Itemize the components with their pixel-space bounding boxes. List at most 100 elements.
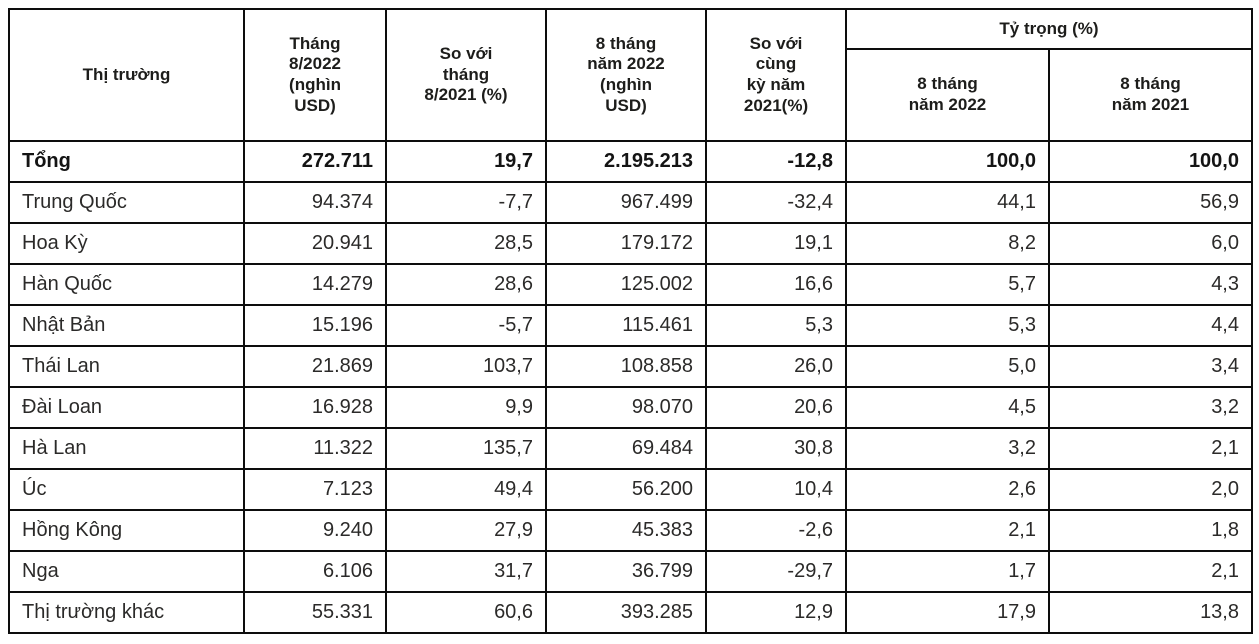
- value-cell: 4,3: [1048, 263, 1253, 306]
- value-cell: 16,6: [705, 263, 847, 306]
- table-row: Đài Loan 16.928 9,9 98.070 20,6 4,5 3,2: [8, 386, 1253, 429]
- value-cell: 1,7: [845, 550, 1050, 593]
- market-name-cell: Tổng: [8, 140, 245, 183]
- value-cell: 17,9: [845, 591, 1050, 634]
- table-row: Hoa Kỳ 20.941 28,5 179.172 19,1 8,2 6,0: [8, 222, 1253, 265]
- value-cell: 49,4: [385, 468, 547, 511]
- value-cell: 11.322: [243, 427, 387, 470]
- value-cell: 19,1: [705, 222, 847, 265]
- value-cell: 20.941: [243, 222, 387, 265]
- value-cell: 14.279: [243, 263, 387, 306]
- value-cell: 108.858: [545, 345, 707, 388]
- header-vs-same-period-2021: So với cùng kỳ năm 2021(%): [705, 8, 847, 142]
- value-cell: 135,7: [385, 427, 547, 470]
- market-name-cell: Hoa Kỳ: [8, 222, 245, 265]
- market-name-cell: Đài Loan: [8, 386, 245, 429]
- value-cell: 125.002: [545, 263, 707, 306]
- value-cell: 5,3: [845, 304, 1050, 347]
- table-row: Nhật Bản 15.196 -5,7 115.461 5,3 5,3 4,4: [8, 304, 1253, 347]
- total-row: Tổng 272.711 19,7 2.195.213 -12,8 100,0 100,0: [8, 140, 1253, 183]
- table-row: Thái Lan 21.869 103,7 108.858 26,0 5,0 3,4: [8, 345, 1253, 388]
- value-cell: 179.172: [545, 222, 707, 265]
- table-body: Tổng 272.711 19,7 2.195.213 -12,8 100,0 100,0 T…: [8, 140, 1253, 634]
- value-cell: 31,7: [385, 550, 547, 593]
- value-cell: 100,0: [845, 140, 1050, 183]
- value-cell: 115.461: [545, 304, 707, 347]
- value-cell: -32,4: [705, 181, 847, 224]
- market-name-cell: Trung Quốc: [8, 181, 245, 224]
- value-cell: 103,7: [385, 345, 547, 388]
- market-name-cell: Hàn Quốc: [8, 263, 245, 306]
- value-cell: -5,7: [385, 304, 547, 347]
- value-cell: 5,7: [845, 263, 1050, 306]
- market-name-cell: Nga: [8, 550, 245, 593]
- value-cell: 4,4: [1048, 304, 1253, 347]
- value-cell: 3,2: [1048, 386, 1253, 429]
- table-row: Úc 7.123 49,4 56.200 10,4 2,6 2,0: [8, 468, 1253, 511]
- value-cell: -12,8: [705, 140, 847, 183]
- header-market: Thị trường: [8, 8, 245, 142]
- value-cell: 2,0: [1048, 468, 1253, 511]
- value-cell: 56.200: [545, 468, 707, 511]
- market-name-cell: Thái Lan: [8, 345, 245, 388]
- value-cell: 69.484: [545, 427, 707, 470]
- value-cell: 98.070: [545, 386, 707, 429]
- value-cell: 26,0: [705, 345, 847, 388]
- value-cell: 2,1: [1048, 427, 1253, 470]
- value-cell: 16.928: [243, 386, 387, 429]
- value-cell: 1,8: [1048, 509, 1253, 552]
- value-cell: 2,6: [845, 468, 1050, 511]
- value-cell: 2.195.213: [545, 140, 707, 183]
- table-header: Thị trường Tháng 8/2022 (nghìn USD) So v…: [8, 8, 1253, 142]
- value-cell: 55.331: [243, 591, 387, 634]
- value-cell: -29,7: [705, 550, 847, 593]
- value-cell: 13,8: [1048, 591, 1253, 634]
- header-row-sub: 8 tháng năm 2022 8 tháng năm 2021: [9, 48, 1253, 142]
- market-name-cell: Úc: [8, 468, 245, 511]
- value-cell: 5,0: [845, 345, 1050, 388]
- header-row-main: Thị trường Tháng 8/2022 (nghìn USD) So v…: [8, 8, 1253, 142]
- table-row: Hà Lan 11.322 135,7 69.484 30,8 3,2 2,1: [8, 427, 1253, 470]
- value-cell: 15.196: [243, 304, 387, 347]
- value-cell: 9.240: [243, 509, 387, 552]
- value-cell: 27,9: [385, 509, 547, 552]
- value-cell: 6.106: [243, 550, 387, 593]
- header-8-months-2022: 8 tháng năm 2022 (nghìn USD): [545, 8, 707, 142]
- header-share-2022: 8 tháng năm 2022: [845, 48, 1050, 142]
- value-cell: 393.285: [545, 591, 707, 634]
- value-cell: -7,7: [385, 181, 547, 224]
- header-share-2021: 8 tháng năm 2021: [1048, 48, 1253, 142]
- value-cell: 9,9: [385, 386, 547, 429]
- value-cell: -2,6: [705, 509, 847, 552]
- table-row: Trung Quốc 94.374 -7,7 967.499 -32,4 44,1 56,9: [8, 181, 1253, 224]
- header-share-group: Tỷ trọng (%): [845, 8, 1253, 50]
- value-cell: 3,2: [845, 427, 1050, 470]
- value-cell: 28,5: [385, 222, 547, 265]
- header-vs-month-2021: So với tháng 8/2021 (%): [385, 8, 547, 142]
- value-cell: 2,1: [1048, 550, 1253, 593]
- market-name-cell: Thị trường khác: [8, 591, 245, 634]
- value-cell: 12,9: [705, 591, 847, 634]
- table-row: Hồng Kông 9.240 27,9 45.383 -2,6 2,1 1,8: [8, 509, 1253, 552]
- table-row: Hàn Quốc 14.279 28,6 125.002 16,6 5,7 4,3: [8, 263, 1253, 306]
- value-cell: 21.869: [243, 345, 387, 388]
- value-cell: 7.123: [243, 468, 387, 511]
- value-cell: 44,1: [845, 181, 1050, 224]
- value-cell: 20,6: [705, 386, 847, 429]
- value-cell: 5,3: [705, 304, 847, 347]
- market-statistics-table: Thị trường Tháng 8/2022 (nghìn USD) So v…: [8, 8, 1253, 634]
- value-cell: 36.799: [545, 550, 707, 593]
- market-name-cell: Nhật Bản: [8, 304, 245, 347]
- value-cell: 967.499: [545, 181, 707, 224]
- value-cell: 3,4: [1048, 345, 1253, 388]
- table-row: Thị trường khác 55.331 60,6 393.285 12,9 17,9…: [8, 591, 1253, 634]
- value-cell: 4,5: [845, 386, 1050, 429]
- header-month-2022: Tháng 8/2022 (nghìn USD): [243, 8, 387, 142]
- value-cell: 30,8: [705, 427, 847, 470]
- value-cell: 60,6: [385, 591, 547, 634]
- value-cell: 100,0: [1048, 140, 1253, 183]
- table-row: Nga 6.106 31,7 36.799 -29,7 1,7 2,1: [8, 550, 1253, 593]
- value-cell: 6,0: [1048, 222, 1253, 265]
- value-cell: 272.711: [243, 140, 387, 183]
- value-cell: 94.374: [243, 181, 387, 224]
